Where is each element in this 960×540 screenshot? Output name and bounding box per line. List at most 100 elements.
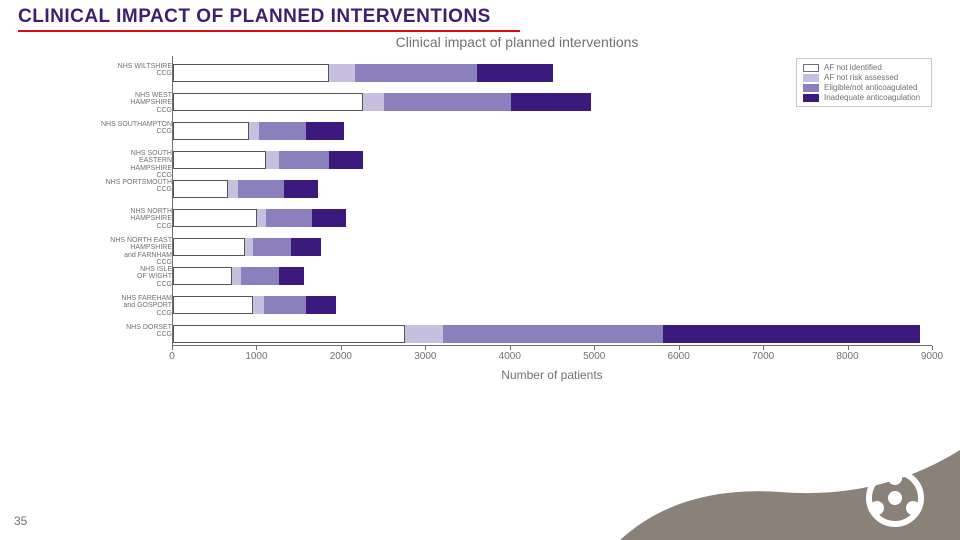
x-tick-label: 0 [169, 351, 175, 362]
x-tick-mark [256, 346, 257, 350]
page-title: CLINICAL IMPACT OF PLANNED INTERVENTIONS [18, 6, 491, 28]
x-tick-label: 6000 [668, 351, 690, 362]
bar-segment [355, 64, 477, 82]
legend-swatch [803, 74, 819, 82]
bar-segment [363, 93, 384, 111]
y-axis-category-label: NHS SOUTHEASTERNHAMPSHIRECCG [98, 150, 172, 179]
bar-segment [279, 151, 330, 169]
x-axis-ticks: 0100020003000400050006000700080009000 [172, 346, 932, 360]
bar-segment [173, 64, 329, 82]
bar-row [173, 209, 932, 227]
bar-segment [232, 267, 240, 285]
bar-segment [238, 180, 284, 198]
legend-label: Eligible/not anticoagulated [824, 83, 917, 92]
page-number: 35 [14, 514, 27, 528]
bar-segment [257, 209, 265, 227]
bar-segment [253, 296, 264, 314]
bar-segment [477, 64, 553, 82]
bar-segment [173, 122, 249, 140]
bar-segment [663, 325, 921, 343]
y-axis-category-label: NHS SOUTHAMPTONCCG [98, 121, 172, 136]
bar-segment [253, 238, 291, 256]
legend-label: AF not risk assessed [824, 73, 898, 82]
x-tick-label: 2000 [330, 351, 352, 362]
title-underline [18, 30, 520, 32]
legend-item: Inadequate anticoagulation [803, 93, 925, 102]
y-axis-category-label: NHS FAREHAMand GOSPORTCCG [98, 295, 172, 317]
legend-label: Inadequate anticoagulation [824, 93, 920, 102]
x-tick-mark [932, 346, 933, 350]
y-axis-category-label: NHS DORSETCCG [98, 324, 172, 339]
bar-segment [329, 64, 354, 82]
bar-segment [228, 180, 238, 198]
bar-segment [173, 267, 232, 285]
x-axis-label: Number of patients [172, 368, 932, 382]
bar-segment [279, 267, 304, 285]
y-axis-category-label: NHS WILTSHIRECCG [98, 63, 172, 78]
chart-title: Clinical impact of planned interventions [92, 34, 942, 50]
page-title-text: CLINICAL IMPACT OF PLANNED INTERVENTIONS [18, 6, 491, 27]
bar-segment [291, 238, 321, 256]
bar-row [173, 122, 932, 140]
y-axis-category-label: NHS WESTHAMPSHIRECCG [98, 92, 172, 114]
bar-segment [173, 93, 363, 111]
bar-segment [266, 151, 279, 169]
x-tick-label: 3000 [414, 351, 436, 362]
bar-segment [443, 325, 663, 343]
x-tick-mark [425, 346, 426, 350]
bar-segment [173, 209, 257, 227]
legend-label: AF not identified [824, 63, 882, 72]
bar-segment [284, 180, 318, 198]
x-tick-mark [763, 346, 764, 350]
bar-segment [245, 238, 253, 256]
bar-row [173, 325, 932, 343]
bar-segment [173, 238, 245, 256]
x-tick-label: 9000 [921, 351, 943, 362]
bar-segment [173, 296, 253, 314]
bar-segment [264, 296, 306, 314]
x-tick-label: 4000 [499, 351, 521, 362]
x-tick-label: 8000 [836, 351, 858, 362]
legend-item: Eligible/not anticoagulated [803, 83, 925, 92]
bar-row [173, 180, 932, 198]
legend: AF not identifiedAF not risk assessedEli… [796, 58, 932, 107]
x-tick-mark [679, 346, 680, 350]
footer-wave [620, 450, 960, 540]
bar-segment [259, 122, 305, 140]
bar-segment [241, 267, 279, 285]
bar-row [173, 238, 932, 256]
bar-segment [173, 151, 266, 169]
y-axis-labels: NHS WILTSHIRECCG NHS WESTHAMPSHIRECCG NHS … [92, 56, 172, 346]
bar-segment [249, 122, 259, 140]
footer-logo-shape [620, 430, 960, 540]
x-tick-mark [594, 346, 595, 350]
bar-segment [329, 151, 363, 169]
y-axis-category-label: NHS PORTSMOUTHCCG [98, 179, 172, 194]
legend-swatch [803, 94, 819, 102]
bar-segment [306, 296, 336, 314]
legend-swatch [803, 64, 819, 72]
legend-item: AF not risk assessed [803, 73, 925, 82]
legend-swatch [803, 84, 819, 92]
bar-segment [312, 209, 346, 227]
bar-segment [405, 325, 443, 343]
bar-segment [306, 122, 344, 140]
y-axis-category-label: NHS NORTHHAMPSHIRECCG [98, 208, 172, 230]
x-tick-mark [510, 346, 511, 350]
x-tick-label: 7000 [752, 351, 774, 362]
x-tick-mark [848, 346, 849, 350]
legend-item: AF not identified [803, 63, 925, 72]
x-tick-mark [341, 346, 342, 350]
x-tick-label: 5000 [583, 351, 605, 362]
bar-row [173, 151, 932, 169]
y-axis-category-label: NHS ISLEOF WIGHTCCG [98, 266, 172, 288]
x-tick-mark [172, 346, 173, 350]
bar-row [173, 296, 932, 314]
bar-row [173, 267, 932, 285]
y-axis-category-label: NHS NORTH EASTHAMPSHIREand FARNHAMCCG [98, 237, 172, 266]
x-tick-label: 1000 [245, 351, 267, 362]
chart-area: Clinical impact of planned interventions… [92, 34, 942, 394]
bar-segment [511, 93, 591, 111]
bar-segment [173, 180, 228, 198]
bar-segment [266, 209, 312, 227]
